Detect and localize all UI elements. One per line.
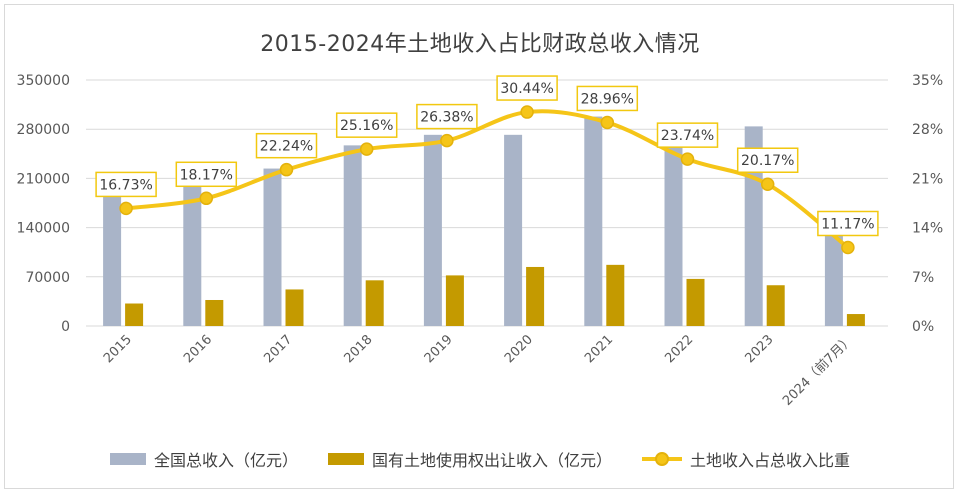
point-land-share (600, 115, 615, 130)
y-right-tick-label: 14% (912, 221, 943, 237)
data-label-land-share: 30.44% (500, 81, 553, 97)
point-land-share (440, 133, 454, 148)
y-left-tick-label: 0 (61, 319, 70, 335)
point-land-share (520, 105, 534, 119)
x-tick-label: 2016 (181, 332, 215, 366)
data-label-land-share: 11.17% (821, 216, 874, 232)
x-tick-label: 2015 (101, 332, 135, 366)
data-label-land-share: 18.17% (180, 167, 233, 183)
legend-item-land-share: 土地收入占总收入比重 (642, 447, 850, 471)
legend-swatch-land-share (642, 451, 682, 467)
bar-land-revenue (686, 278, 705, 326)
chart-legend: 全国总收入（亿元） 国有土地使用权出让收入（亿元） 土地收入占总收入比重 (0, 447, 960, 471)
bar-land-revenue (125, 303, 144, 326)
data-label-box (255, 132, 318, 159)
legend-label-land-share: 土地收入占总收入比重 (690, 451, 851, 470)
data-label-land-share: 20.17% (741, 153, 794, 169)
data-label-land-share: 26.38% (420, 110, 473, 126)
data-label-box (416, 103, 478, 130)
y-right-tick-label: 28% (912, 122, 943, 138)
y-left-tick-label: 70000 (25, 270, 70, 286)
data-label-land-share: 28.96% (581, 91, 634, 107)
data-label-box (335, 112, 398, 138)
point-land-share (119, 201, 133, 216)
data-label-box (736, 147, 799, 173)
data-label-land-share: 23.74% (661, 128, 714, 144)
bar-land-revenue (526, 266, 545, 326)
bar-land-revenue (766, 285, 785, 326)
y-left-tick-label: 280000 (17, 122, 70, 138)
bar-land-revenue (365, 280, 384, 326)
x-tick-label: 2021 (582, 332, 616, 366)
bar-total-revenue (423, 134, 442, 326)
point-land-share (760, 177, 775, 191)
y-left-tick-label: 350000 (17, 73, 70, 89)
bar-total-revenue (824, 217, 843, 326)
legend-item-total-revenue: 全国总收入（亿元） (109, 447, 298, 471)
y-left-tick-label: 140000 (17, 221, 70, 237)
legend-swatch-land-revenue (327, 453, 364, 465)
bar-total-revenue (343, 145, 362, 326)
data-label-box (175, 161, 238, 188)
bar-land-revenue (285, 289, 304, 326)
legend-swatch-total-revenue (109, 453, 146, 465)
y-right-tick-label: 35% (912, 73, 943, 89)
y-left-tick-label: 210000 (17, 171, 70, 187)
point-land-share (359, 142, 374, 156)
bar-land-revenue (606, 264, 625, 326)
legend-label-land-revenue: 国有土地使用权出让收入（亿元） (371, 451, 612, 470)
bar-total-revenue (103, 191, 122, 326)
y-right-tick-label: 7% (912, 270, 934, 286)
legend-item-land-revenue: 国有土地使用权出让收入（亿元） (327, 447, 612, 471)
line-land-share (124, 109, 850, 250)
chart-frame (4, 4, 954, 489)
point-land-share (199, 191, 214, 206)
x-tick-label: 2024（前7月） (779, 332, 856, 409)
point-land-share (680, 152, 695, 166)
x-tick-label: 2019 (422, 332, 456, 366)
bar-land-revenue (205, 299, 224, 326)
x-tick-label: 2022 (662, 332, 696, 366)
point-land-share (841, 240, 855, 255)
data-label-box (817, 210, 879, 237)
bar-total-revenue (263, 168, 282, 326)
y-right-tick-label: 0% (912, 319, 934, 335)
point-land-share (279, 162, 294, 177)
chart-title: 2015-2024年土地收入占比财政总收入情况 (260, 32, 700, 57)
data-label-land-share: 22.24% (260, 139, 313, 155)
data-label-box (95, 171, 157, 198)
data-label-land-share: 16.73% (99, 177, 152, 193)
bar-total-revenue (504, 134, 523, 326)
bar-land-revenue (445, 275, 464, 326)
bar-total-revenue (584, 116, 603, 326)
x-tick-label: 2023 (743, 332, 777, 366)
bar-total-revenue (664, 131, 683, 326)
data-label-box (656, 122, 719, 148)
x-tick-label: 2020 (502, 332, 536, 366)
y-right-tick-label: 21% (912, 171, 943, 187)
x-tick-label: 2018 (342, 332, 376, 366)
bar-total-revenue (183, 184, 202, 326)
x-tick-label: 2017 (261, 332, 295, 366)
data-label-land-share: 25.16% (340, 118, 393, 134)
bar-land-revenue (846, 314, 865, 326)
data-label-box (576, 85, 639, 112)
data-label-box (496, 75, 558, 101)
legend-label-total-revenue: 全国总收入（亿元） (153, 451, 298, 470)
